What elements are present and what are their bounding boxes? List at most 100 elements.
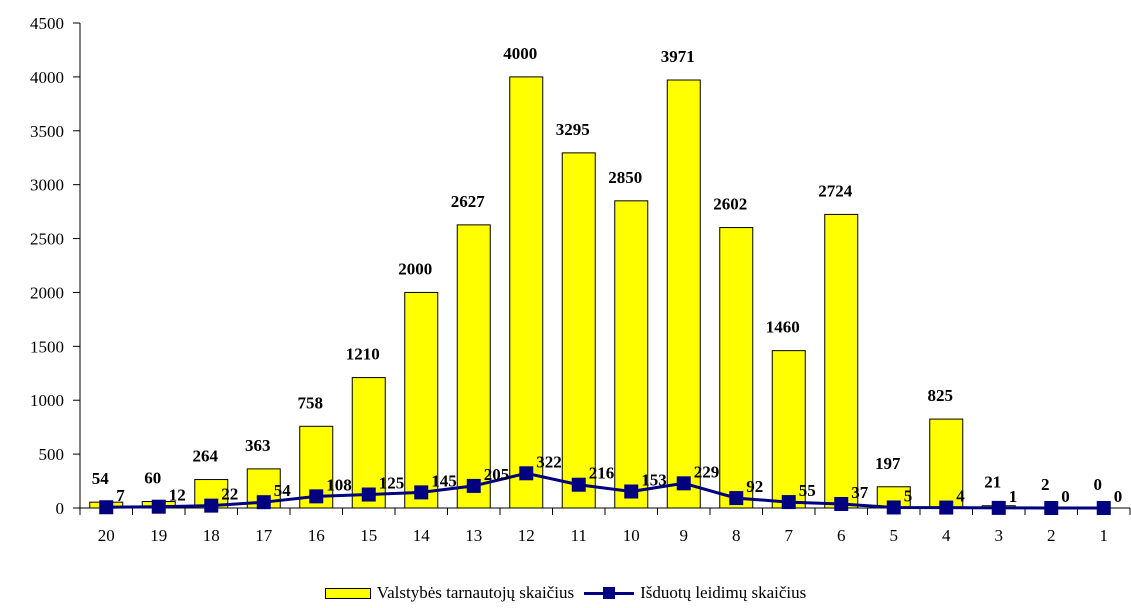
bar bbox=[351, 377, 386, 509]
line-value-label: 153 bbox=[641, 471, 667, 490]
bars bbox=[89, 76, 1069, 509]
line-series bbox=[99, 466, 1111, 515]
x-tick-label: 8 bbox=[732, 526, 741, 545]
x-tick-label: 11 bbox=[571, 526, 587, 545]
bar-value-label: 758 bbox=[298, 393, 324, 412]
bar-value-label: 264 bbox=[193, 447, 219, 466]
line-point bbox=[256, 495, 271, 510]
line-point bbox=[834, 497, 849, 512]
x-tick-label: 2 bbox=[1047, 526, 1056, 545]
line-value-label: 12 bbox=[169, 486, 186, 505]
line-value-label: 229 bbox=[694, 462, 720, 481]
bar-value-label: 4000 bbox=[503, 44, 537, 63]
bar-value-label: 363 bbox=[245, 436, 271, 455]
bar-value-label: 60 bbox=[144, 469, 161, 488]
line-point bbox=[729, 491, 744, 506]
bar-value-label: 3295 bbox=[556, 120, 590, 139]
x-tick-label: 14 bbox=[413, 526, 431, 545]
y-tick-label: 0 bbox=[56, 499, 65, 518]
bar-value-label: 2000 bbox=[398, 259, 432, 278]
line-point bbox=[886, 500, 901, 515]
bar-value-label: 825 bbox=[928, 386, 954, 405]
y-tick-label: 500 bbox=[39, 445, 65, 464]
x-tick-label: 16 bbox=[308, 526, 325, 545]
bar-value-label: 21 bbox=[984, 473, 1001, 492]
x-tick-label: 7 bbox=[785, 526, 794, 545]
bar bbox=[929, 418, 964, 509]
line-point bbox=[991, 500, 1006, 515]
legend-swatch-bars bbox=[324, 587, 371, 599]
line-point bbox=[99, 500, 114, 515]
x-tick-label: 12 bbox=[518, 526, 535, 545]
x-tick-label: 9 bbox=[680, 526, 689, 545]
line-value-label: 1 bbox=[1009, 487, 1018, 506]
line-value-label: 55 bbox=[799, 481, 816, 500]
line-value-label: 322 bbox=[536, 452, 562, 471]
line-value-label: 0 bbox=[1061, 487, 1070, 506]
legend: Valstybės tarnautojų skaičius Išduotų le… bbox=[0, 580, 1131, 606]
legend-item-line: Išduotų leidimų skaičius bbox=[584, 583, 806, 603]
line-value-label: 54 bbox=[274, 481, 292, 500]
x-tick-label: 3 bbox=[995, 526, 1004, 545]
y-tick-label: 2000 bbox=[30, 283, 64, 302]
bar-value-label: 1460 bbox=[766, 318, 800, 337]
line-point bbox=[204, 498, 219, 513]
x-tick-label: 17 bbox=[255, 526, 273, 545]
bar bbox=[509, 76, 544, 509]
line-value-label: 7 bbox=[116, 486, 125, 505]
bar-value-label: 2602 bbox=[713, 195, 747, 214]
line-point bbox=[1044, 501, 1059, 515]
bar bbox=[824, 213, 859, 509]
line-point bbox=[571, 477, 586, 492]
x-tick-label: 1 bbox=[1100, 526, 1109, 545]
line-value-label: 216 bbox=[589, 464, 615, 483]
x-tick-label: 15 bbox=[360, 526, 377, 545]
y-tick-label: 4500 bbox=[30, 14, 64, 33]
legend-swatch-line bbox=[584, 586, 635, 600]
y-tick-label: 4000 bbox=[30, 68, 64, 87]
x-tick-label: 5 bbox=[890, 526, 899, 545]
bar-value-label: 2850 bbox=[608, 168, 642, 187]
line-value-label: 0 bbox=[1114, 487, 1123, 506]
series-line bbox=[106, 471, 1104, 510]
y-tick-label: 1500 bbox=[30, 337, 64, 356]
bar bbox=[561, 152, 596, 509]
bar-value-label: 54 bbox=[92, 469, 110, 488]
line-point bbox=[676, 476, 691, 491]
line-value-label: 205 bbox=[484, 465, 510, 484]
line-value-label: 108 bbox=[326, 475, 352, 494]
line-point bbox=[624, 484, 639, 499]
line-value-label: 4 bbox=[956, 487, 965, 506]
x-tick-label: 4 bbox=[942, 526, 951, 545]
bar-value-label: 1210 bbox=[346, 345, 380, 364]
line-point bbox=[414, 485, 429, 500]
y-tick-label: 3500 bbox=[30, 122, 64, 141]
line-value-label: 145 bbox=[431, 471, 457, 490]
line-point bbox=[939, 500, 954, 515]
y-tick-label: 1000 bbox=[30, 391, 64, 410]
data-labels: 54 60264363758121020002627400032952850397… bbox=[92, 44, 1123, 506]
line-value-label: 22 bbox=[221, 485, 238, 504]
bar-value-label: 2 bbox=[1041, 475, 1050, 494]
y-tick-label: 2500 bbox=[30, 230, 64, 249]
bar bbox=[666, 79, 701, 509]
line-value-label: 5 bbox=[904, 486, 913, 505]
x-tick-label: 13 bbox=[465, 526, 482, 545]
legend-label-bars: Valstybės tarnautojų skaičius bbox=[376, 583, 575, 602]
line-point bbox=[309, 489, 324, 504]
line-point bbox=[466, 478, 481, 493]
line-point bbox=[781, 495, 796, 510]
x-tick-label: 19 bbox=[150, 526, 167, 545]
line-point bbox=[519, 466, 534, 481]
x-tick-label: 10 bbox=[623, 526, 640, 545]
line-value-label: 37 bbox=[851, 483, 869, 502]
x-tick-label: 6 bbox=[837, 526, 846, 545]
line-value-label: 92 bbox=[746, 477, 763, 496]
bar-value-label: 197 bbox=[875, 454, 901, 473]
bar bbox=[719, 227, 754, 509]
bar bbox=[404, 291, 439, 509]
bar bbox=[456, 224, 491, 509]
legend-item-bars: Valstybės tarnautojų skaičius bbox=[324, 583, 575, 603]
line-point bbox=[1096, 501, 1111, 515]
